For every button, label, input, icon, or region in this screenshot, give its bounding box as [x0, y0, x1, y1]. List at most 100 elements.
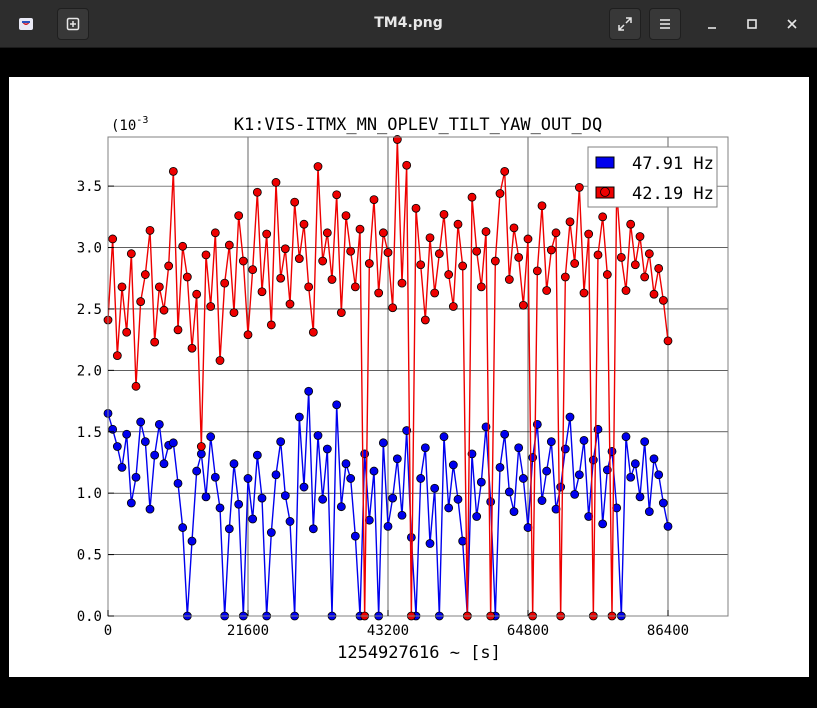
data-point	[224, 524, 234, 534]
legend-label-series-2: 42.19 Hz	[632, 184, 714, 204]
data-point	[126, 249, 136, 259]
data-point	[243, 474, 253, 483]
data-point	[140, 270, 150, 279]
data-series-layer	[103, 135, 673, 621]
data-point	[308, 327, 318, 337]
data-point	[663, 336, 673, 346]
data-point	[509, 223, 519, 233]
data-point	[290, 197, 300, 207]
maximize-icon	[747, 19, 757, 29]
data-point	[313, 431, 323, 440]
menu-button[interactable]	[649, 8, 681, 40]
data-point	[266, 528, 276, 537]
data-point	[136, 297, 146, 306]
data-point	[598, 212, 608, 222]
data-point	[196, 442, 206, 451]
data-point	[626, 472, 636, 482]
data-point	[196, 449, 206, 459]
data-point	[444, 503, 454, 513]
data-point	[658, 295, 668, 305]
data-point	[425, 539, 435, 548]
data-point	[565, 412, 575, 422]
y-exponent-label: (10-3	[111, 115, 148, 134]
data-point	[486, 497, 496, 507]
data-point	[126, 498, 136, 508]
data-point	[308, 524, 318, 534]
data-point	[411, 203, 421, 213]
data-point	[439, 209, 449, 219]
y-exponent-value: -3	[136, 115, 148, 126]
data-point	[416, 260, 426, 270]
data-point	[122, 429, 132, 439]
data-point	[584, 229, 594, 239]
data-point	[168, 438, 178, 448]
data-point	[178, 523, 188, 532]
data-point	[518, 300, 528, 310]
data-point	[159, 305, 169, 315]
data-point	[574, 470, 584, 480]
data-point	[318, 256, 328, 266]
data-point	[318, 494, 328, 504]
y-tick-label: 0.5	[77, 548, 102, 564]
data-point	[402, 426, 412, 435]
data-point	[224, 240, 234, 250]
data-point	[192, 289, 202, 299]
close-button[interactable]	[782, 14, 802, 34]
minimize-button[interactable]	[702, 14, 722, 34]
axis-ticks: 0 21600 43200 64800 86400 0.0 0.5 1.0 1.5 2.0 2.5 3…	[77, 179, 689, 639]
data-point	[430, 288, 440, 298]
fullscreen-button[interactable]	[609, 8, 641, 40]
y-tick-label: 1.0	[77, 486, 102, 502]
data-point	[378, 228, 388, 238]
data-point	[556, 482, 566, 492]
data-point	[280, 244, 290, 254]
data-point	[154, 282, 164, 292]
data-point	[453, 219, 463, 229]
data-point	[178, 241, 188, 251]
data-point	[201, 492, 211, 502]
image-viewer-icon	[19, 18, 33, 30]
data-point	[644, 249, 654, 259]
data-point	[280, 491, 290, 501]
data-point	[537, 201, 547, 211]
data-point	[565, 217, 575, 227]
data-point	[509, 507, 519, 517]
x-axis-label: 1254927616 ~ [s]	[337, 643, 501, 663]
data-point	[542, 466, 552, 476]
data-point	[444, 270, 454, 279]
data-point	[374, 288, 384, 298]
data-point	[276, 437, 286, 446]
data-point	[472, 246, 482, 256]
plot-frame	[107, 136, 729, 617]
data-point	[532, 266, 542, 276]
data-point	[546, 437, 556, 446]
data-point	[420, 315, 430, 325]
data-point	[500, 429, 510, 439]
data-point	[472, 512, 482, 521]
data-point	[448, 460, 458, 470]
x-tick-label: 21600	[227, 623, 269, 639]
data-point	[467, 192, 477, 202]
data-point	[369, 466, 379, 476]
close-icon	[787, 19, 797, 29]
data-point	[322, 444, 332, 454]
data-point	[383, 248, 393, 257]
data-point	[490, 256, 500, 266]
data-point	[257, 287, 267, 297]
data-point	[341, 211, 351, 221]
data-point	[136, 417, 146, 427]
app-menu-button[interactable]	[10, 8, 42, 40]
data-point	[238, 256, 248, 266]
data-point	[248, 265, 258, 275]
maximize-button[interactable]	[742, 14, 762, 34]
data-point	[369, 195, 379, 205]
new-button[interactable]	[57, 8, 89, 40]
data-point	[140, 437, 150, 446]
data-point	[476, 282, 486, 292]
data-point	[640, 437, 650, 446]
data-point	[173, 325, 183, 335]
data-point	[579, 288, 589, 298]
data-point	[150, 450, 160, 460]
data-point	[504, 275, 514, 284]
data-point	[630, 459, 640, 469]
